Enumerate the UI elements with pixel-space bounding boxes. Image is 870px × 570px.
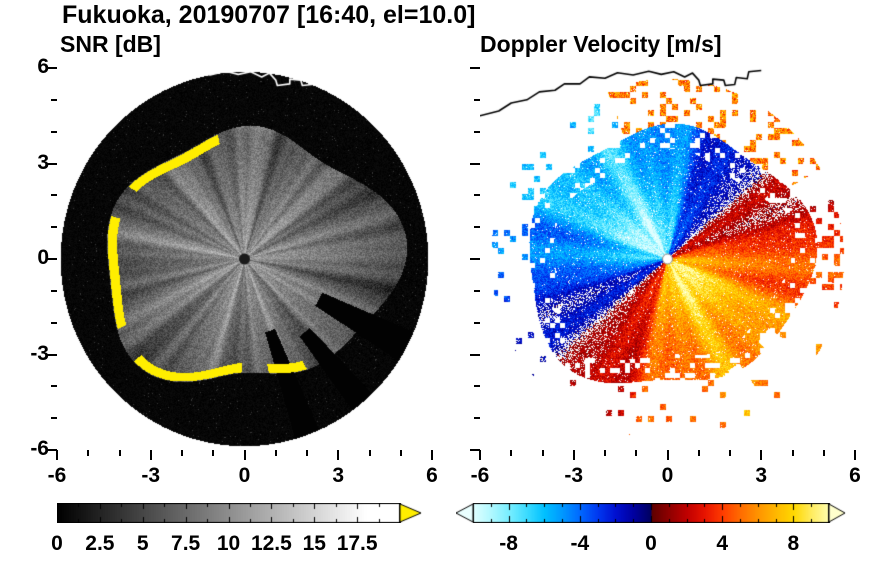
doppler-colorbar-label: -4 xyxy=(570,532,590,555)
x-axis-tick xyxy=(666,450,669,460)
x-axis-tick xyxy=(56,450,58,460)
x-axis-tick xyxy=(479,450,481,460)
y-axis-tick xyxy=(47,258,57,260)
snr-colorbar-label: 2.5 xyxy=(85,532,115,555)
x-axis-label: -6 xyxy=(470,464,490,487)
doppler-colorbar-label: 4 xyxy=(716,532,729,555)
x-axis-tick xyxy=(118,450,121,456)
snr-colorbar-label: 17.5 xyxy=(336,532,378,555)
x-axis-tick xyxy=(337,450,340,460)
y-axis-tick xyxy=(470,258,480,260)
x-axis-tick xyxy=(729,450,731,456)
snr-colorbar xyxy=(57,503,422,523)
y-axis-tick xyxy=(47,162,57,165)
y-axis-label: 6 xyxy=(37,55,49,78)
doppler-colorbar-label: 0 xyxy=(645,532,657,555)
x-axis-label: 0 xyxy=(661,464,674,487)
x-axis-tick xyxy=(854,450,856,460)
y-axis-label: -6 xyxy=(30,437,49,460)
x-axis-label: -6 xyxy=(47,464,67,487)
x-axis-tick xyxy=(604,450,606,456)
x-axis-tick xyxy=(399,450,402,456)
snr-colorbar-label: 5 xyxy=(136,532,149,555)
snr-colorbar-label: 0 xyxy=(51,532,63,555)
snr-colorbar-label: 7.5 xyxy=(171,532,201,555)
snr-panel-title: SNR [dB] xyxy=(60,31,161,57)
y-axis-tick xyxy=(470,449,480,451)
doppler-panel-title: Doppler Velocity [m/s] xyxy=(480,31,722,57)
x-axis-label: 6 xyxy=(426,464,438,487)
x-axis-label: 0 xyxy=(238,464,251,487)
x-axis-tick xyxy=(760,450,763,460)
x-axis-tick xyxy=(822,450,825,456)
y-axis-tick xyxy=(47,353,57,356)
doppler-colorbar-label: -8 xyxy=(499,532,518,555)
x-axis-tick xyxy=(368,450,371,456)
x-axis-tick xyxy=(149,450,152,460)
y-axis-tick xyxy=(470,67,480,69)
x-axis-tick xyxy=(431,450,433,460)
snr-colorbar-label: 10 xyxy=(216,532,241,555)
x-axis-tick xyxy=(635,450,638,456)
snr-colorbar-label: 12.5 xyxy=(250,532,292,555)
x-axis-label: 3 xyxy=(755,464,768,487)
doppler-ppi-plot xyxy=(480,68,855,450)
y-axis-tick xyxy=(470,162,480,165)
x-axis-tick xyxy=(181,450,183,456)
x-axis-label: -3 xyxy=(564,464,584,487)
snr-colorbar-label: 15 xyxy=(302,532,326,555)
x-axis-tick xyxy=(572,450,575,460)
x-axis-tick xyxy=(791,450,794,456)
y-axis-tick xyxy=(47,449,57,451)
x-axis-tick xyxy=(212,450,215,456)
x-axis-label: -3 xyxy=(141,464,161,487)
x-axis-tick xyxy=(274,450,277,456)
doppler-colorbar xyxy=(456,503,846,523)
x-axis-tick xyxy=(87,450,90,456)
x-axis-tick xyxy=(541,450,544,456)
y-axis-label: 3 xyxy=(37,150,49,174)
doppler-colorbar-label: 8 xyxy=(787,532,800,555)
snr-ppi-plot xyxy=(57,68,432,450)
x-axis-tick xyxy=(697,450,700,456)
y-axis-tick xyxy=(470,353,480,356)
x-axis-label: 6 xyxy=(849,464,861,487)
x-axis-tick xyxy=(510,450,513,456)
y-axis-label: 0 xyxy=(37,246,49,269)
y-axis-tick xyxy=(47,67,57,69)
y-axis-label: -3 xyxy=(30,341,49,365)
x-axis-label: 3 xyxy=(332,464,345,487)
figure-title: Fukuoka, 20190707 [16:40, el=10.0] xyxy=(62,1,476,29)
x-axis-tick xyxy=(306,450,308,456)
x-axis-tick xyxy=(243,450,246,460)
